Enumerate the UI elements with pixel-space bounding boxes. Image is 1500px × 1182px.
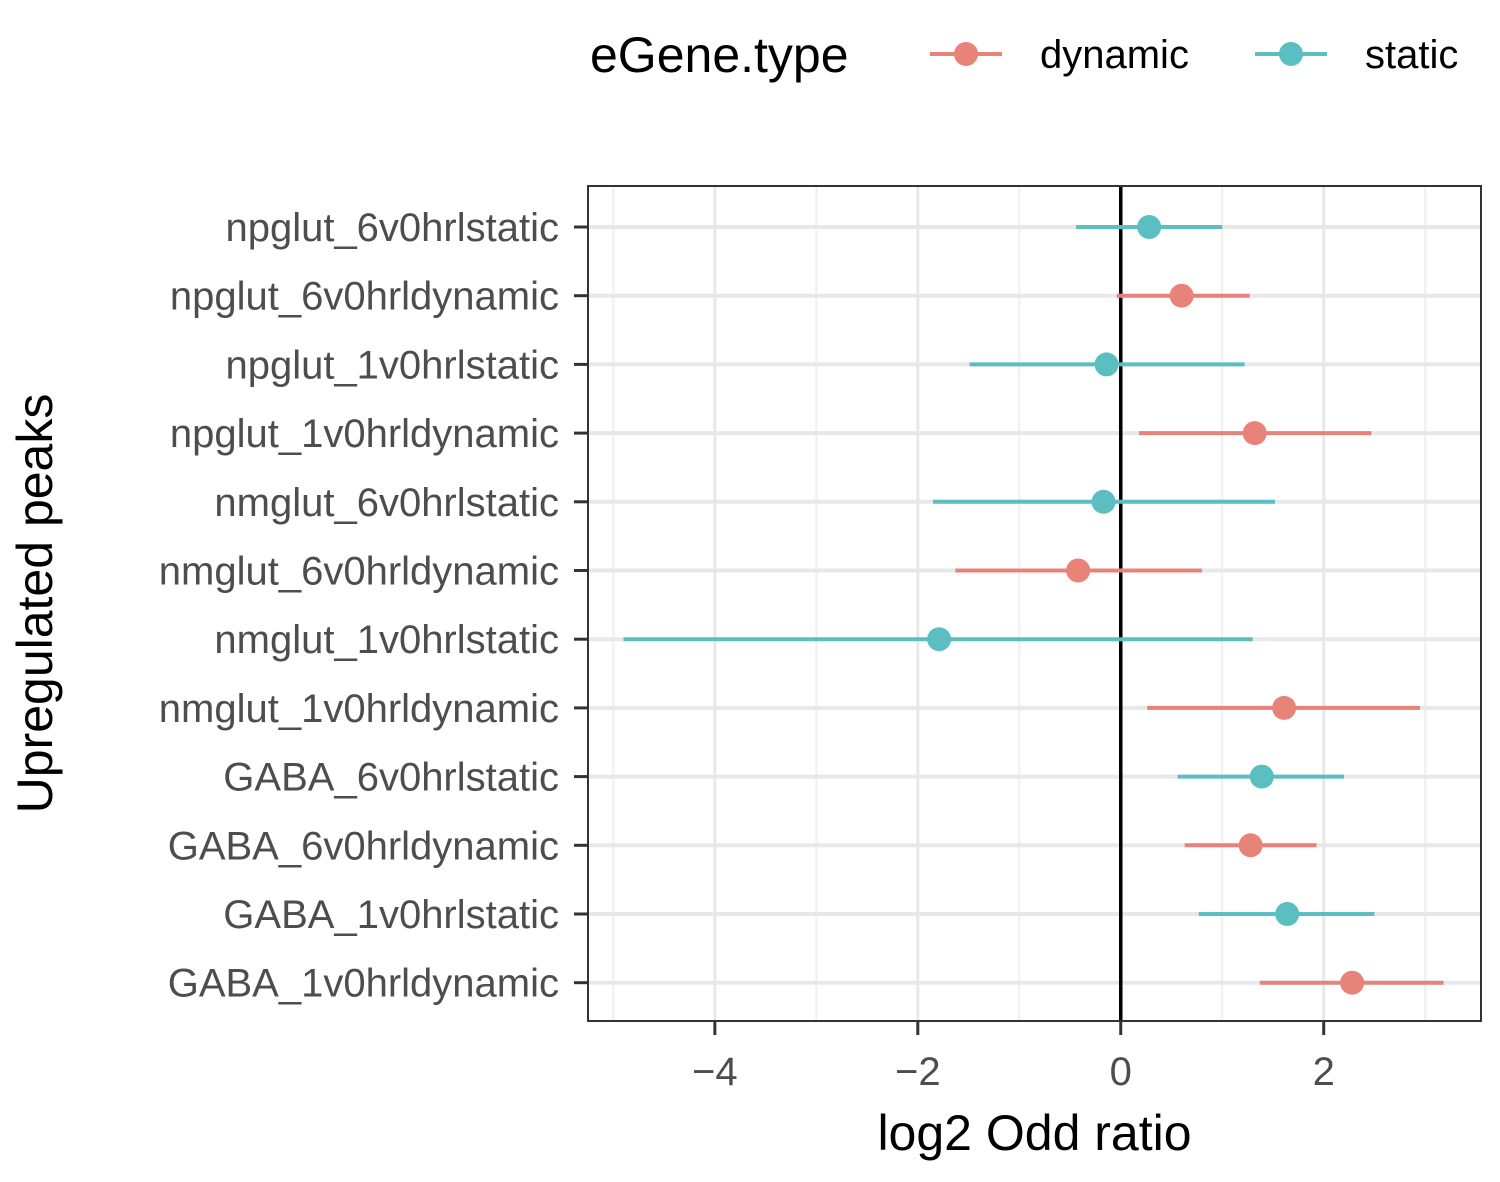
y-tick-label: nmglut_6v0hrlstatic bbox=[214, 481, 559, 525]
legend-item-label: dynamic bbox=[1040, 33, 1189, 77]
x-axis: −4 −2 0 2 bbox=[692, 1021, 1335, 1094]
panel-background bbox=[588, 186, 1481, 1021]
plot-panel bbox=[587, 185, 1482, 1022]
legend-key-dot bbox=[954, 42, 978, 66]
x-axis-label: log2 Odd ratio bbox=[877, 1105, 1191, 1161]
point-estimate bbox=[1238, 833, 1263, 858]
point-estimate bbox=[1242, 421, 1267, 446]
point-estimate bbox=[1094, 352, 1119, 377]
x-tick-label: 0 bbox=[1110, 1050, 1132, 1094]
point-estimate bbox=[1137, 215, 1162, 239]
y-tick-label: nmglut_1v0hrlstatic bbox=[214, 618, 559, 662]
series-marks bbox=[623, 215, 1444, 995]
y-tick-label: GABA_1v0hrldynamic bbox=[168, 962, 559, 1006]
legend-key-dot bbox=[1279, 42, 1303, 66]
point-estimate bbox=[927, 627, 952, 652]
y-tick-label: GABA_6v0hrlstatic bbox=[223, 756, 559, 800]
legend-item-static: static bbox=[1255, 33, 1458, 77]
y-tick-label: nmglut_1v0hrldynamic bbox=[159, 687, 559, 731]
legend: eGene.type dynamic static bbox=[590, 27, 1458, 83]
legend-items: dynamic static bbox=[930, 33, 1458, 77]
y-tick-label: npglut_6v0hrldynamic bbox=[170, 275, 559, 319]
x-tick-label: −4 bbox=[692, 1050, 738, 1094]
y-axis: npglut_6v0hrlstatic npglut_6v0hrldynamicn… bbox=[159, 206, 588, 1006]
y-tick-label: npglut_1v0hrldynamic bbox=[170, 412, 559, 456]
y-tick-label: npglut_6v0hrlstatic bbox=[225, 206, 559, 250]
x-tick-label: 2 bbox=[1313, 1050, 1335, 1094]
y-tick-label: GABA_6v0hrldynamic bbox=[168, 824, 559, 868]
x-tick-label: −2 bbox=[895, 1050, 941, 1094]
y-axis-label: Upregulated peaks bbox=[7, 394, 63, 814]
point-estimate bbox=[1066, 558, 1091, 583]
point-estimate bbox=[1272, 695, 1297, 720]
point-estimate bbox=[1340, 970, 1365, 995]
grid-minor bbox=[612, 186, 1427, 1021]
panel-border bbox=[587, 185, 1482, 1022]
legend-item-dynamic: dynamic bbox=[930, 33, 1189, 77]
point-estimate bbox=[1275, 902, 1300, 926]
y-tick-label: GABA_1v0hrlstatic bbox=[223, 893, 559, 937]
y-tick-label: nmglut_6v0hrldynamic bbox=[159, 550, 559, 594]
point-estimate bbox=[1169, 283, 1194, 308]
y-tick-label: npglut_1v0hrlstatic bbox=[225, 343, 559, 387]
legend-item-label: static bbox=[1365, 33, 1458, 77]
legend-title: eGene.type bbox=[590, 27, 849, 83]
point-estimate bbox=[1091, 489, 1116, 514]
point-estimate bbox=[1249, 764, 1274, 789]
